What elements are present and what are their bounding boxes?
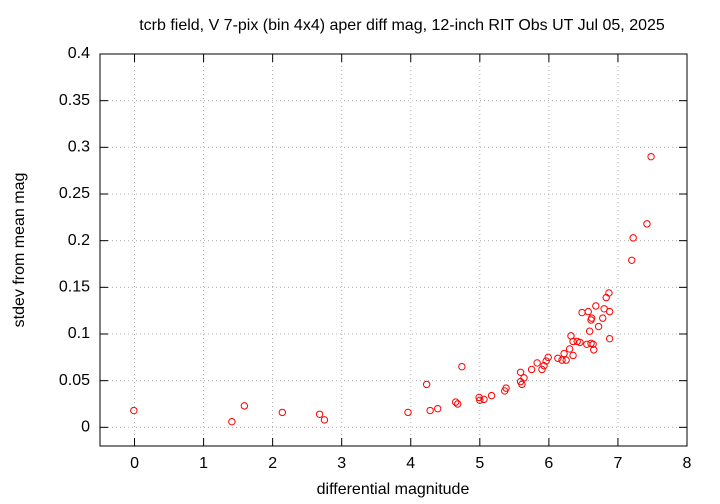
y-tick-label: 0.2 <box>68 232 90 249</box>
point <box>584 307 592 316</box>
point <box>516 368 525 376</box>
y-tick-label: 0.1 <box>68 325 90 342</box>
y-tick-label: 0.35 <box>59 92 90 109</box>
plot-frame <box>99 53 688 447</box>
point <box>605 307 614 316</box>
point <box>594 322 603 331</box>
point <box>562 356 570 364</box>
point <box>458 362 466 371</box>
point <box>487 391 496 400</box>
point <box>502 384 510 392</box>
point <box>533 359 541 367</box>
x-axis-label: differential magnitude <box>317 481 470 498</box>
y-tick-label: 0.15 <box>59 279 90 296</box>
point <box>558 356 566 364</box>
x-tick-label: 6 <box>544 455 553 472</box>
point <box>590 346 598 354</box>
point <box>544 353 552 362</box>
y-tick-label: 0.3 <box>68 139 90 156</box>
point <box>585 327 594 335</box>
point <box>576 338 584 347</box>
point <box>587 314 596 322</box>
point <box>565 345 574 353</box>
point <box>130 406 138 415</box>
point <box>628 256 636 264</box>
point <box>540 362 548 370</box>
point <box>475 393 483 402</box>
point <box>315 410 324 418</box>
point <box>240 402 249 410</box>
point <box>569 337 577 346</box>
point <box>542 357 550 365</box>
x-tick-label: 7 <box>613 455 622 472</box>
point <box>426 406 434 415</box>
point <box>454 400 462 408</box>
y-axis-label: stdev from mean mag <box>11 173 28 328</box>
point <box>520 374 528 382</box>
point <box>589 340 597 348</box>
x-tick-label: 1 <box>199 455 208 472</box>
point <box>320 416 329 424</box>
x-tick-label: 3 <box>337 455 346 472</box>
x-tick-label: 8 <box>683 455 692 472</box>
point <box>560 349 568 358</box>
point <box>278 408 287 417</box>
point <box>647 152 655 161</box>
x-tick-label: 5 <box>475 455 484 472</box>
point <box>629 234 637 242</box>
point <box>404 408 412 417</box>
point <box>480 395 488 404</box>
point <box>476 396 484 404</box>
point <box>451 398 460 406</box>
x-tick-label: 2 <box>268 455 277 472</box>
point <box>554 354 562 362</box>
y-tick-label: 0 <box>81 419 90 436</box>
point <box>422 380 431 389</box>
x-tick-label: 0 <box>130 455 139 472</box>
point <box>605 289 613 297</box>
point <box>643 220 651 228</box>
y-tick-label: 0.05 <box>59 372 90 389</box>
point <box>599 314 607 322</box>
chart-title: tcrb field, V 7-pix (bin 4x4) aper diff … <box>139 17 665 34</box>
point <box>527 365 536 374</box>
point <box>518 380 526 389</box>
point <box>605 334 614 343</box>
x-tick-label: 4 <box>406 455 415 472</box>
point <box>592 302 600 310</box>
point <box>538 365 546 374</box>
y-tick-label: 0.4 <box>68 45 90 62</box>
point <box>569 351 577 360</box>
point <box>433 404 442 413</box>
point <box>228 418 236 426</box>
y-tick-label: 0.25 <box>59 185 90 202</box>
